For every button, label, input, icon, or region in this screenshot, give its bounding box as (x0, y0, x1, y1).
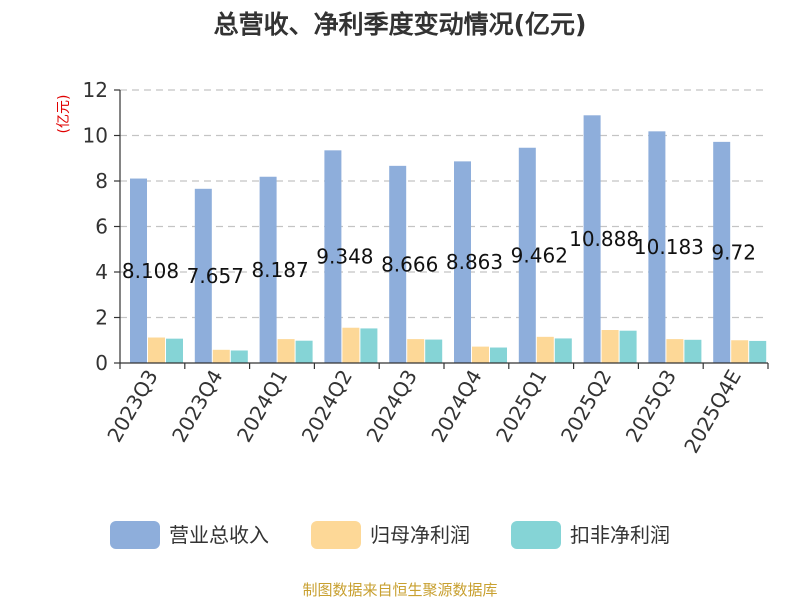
x-tick-label: 2025Q3 (621, 366, 681, 447)
bar-1-2025Q2 (583, 115, 601, 363)
legend-label: 营业总收入 (169, 523, 269, 547)
bar-2-2023Q4 (212, 349, 230, 363)
bar-3-2023Q4 (230, 350, 248, 363)
bar-2-2025Q1 (536, 336, 554, 363)
bar-2-2023Q3 (148, 337, 165, 363)
y-tick-label: 8 (95, 169, 108, 193)
x-tick-label: 2024Q1 (232, 366, 292, 447)
legend-swatch (311, 521, 361, 549)
data-label: 8.863 (446, 250, 503, 274)
x-tick-label: 2025Q1 (491, 366, 551, 447)
data-label: 9.72 (711, 240, 756, 264)
x-tick-label: 2024Q3 (361, 366, 421, 447)
bar-2-2025Q3 (666, 339, 684, 363)
data-label: 10.888 (569, 227, 639, 251)
legend-swatch (511, 521, 561, 549)
bar-3-2024Q3 (425, 339, 443, 363)
bar-1-2024Q1 (259, 176, 277, 363)
data-label: 10.183 (634, 235, 704, 259)
y-tick-label: 12 (83, 78, 108, 102)
data-labels: 8.108 7.657 8.187 9.348 8.666 8.863 9.46210.88… (122, 227, 756, 288)
y-tick-label: 10 (83, 124, 108, 148)
x-tick-label: 2025Q2 (556, 366, 616, 447)
bar-1-2023Q3 (130, 178, 147, 363)
x-tick-label: 2023Q3 (102, 366, 162, 447)
bar-2-2024Q2 (342, 327, 360, 363)
y-tick-label: 4 (95, 260, 108, 284)
bars (130, 115, 767, 363)
bar-3-2023Q3 (166, 338, 183, 363)
bar-3-2025Q3 (684, 339, 702, 363)
y-tick-labels: 0 2 4 6 8 10 12 (83, 78, 108, 375)
data-label: 8.666 (381, 252, 438, 276)
legend-label: 归母净利润 (370, 523, 470, 547)
bar-1-2024Q2 (324, 150, 342, 363)
x-tick-label: 2024Q2 (297, 366, 357, 447)
bar-1-2025Q3 (648, 131, 666, 363)
legend-label: 扣非净利润 (570, 523, 670, 547)
bar-2-2024Q3 (407, 339, 425, 363)
chart-title: 总营收、净利季度变动情况(亿元) (214, 10, 587, 39)
bar-1-2023Q4 (194, 188, 212, 363)
axes (114, 89, 769, 369)
bar-3-2024Q1 (295, 340, 313, 363)
legend: 营业总收入 归母净利润 扣非净利润 (110, 521, 670, 549)
bar-3-2024Q2 (360, 328, 378, 363)
bar-3-2025Q4E (749, 340, 767, 363)
data-label: 9.348 (316, 245, 373, 269)
bar-2-2024Q1 (277, 339, 295, 363)
data-label: 8.187 (251, 258, 308, 282)
bar-3-2025Q2 (619, 330, 637, 363)
y-tick-label: 0 (95, 351, 108, 375)
x-tick-labels: 2023Q3 2023Q4 2024Q1 2024Q2 2024Q3 2024Q4 2025… (102, 366, 746, 458)
data-label: 9.462 (511, 243, 568, 267)
y-tick-label: 6 (95, 215, 108, 239)
bar-2-2025Q4E (731, 340, 749, 363)
bar-1-2025Q1 (518, 147, 536, 363)
data-label: 7.657 (187, 264, 244, 288)
bar-3-2024Q4 (490, 347, 507, 363)
bar-2-2025Q2 (601, 330, 619, 363)
bar-2-2024Q4 (472, 346, 489, 363)
data-label: 8.108 (122, 259, 179, 283)
data-source-note: 制图数据来自恒生聚源数据库 (302, 581, 497, 599)
bar-1-2025Q4E (713, 141, 731, 363)
x-tick-label: 2024Q4 (426, 366, 486, 447)
bar-1-2024Q4 (454, 161, 471, 363)
bar-1-2024Q3 (389, 165, 407, 363)
x-tick-label: 2023Q4 (167, 366, 227, 447)
y-tick-label: 2 (95, 306, 108, 330)
legend-swatch (110, 521, 160, 549)
y-axis-label: (亿元) (56, 95, 72, 134)
bar-3-2025Q1 (554, 338, 572, 363)
x-tick-label: 2025Q4E (679, 366, 746, 458)
